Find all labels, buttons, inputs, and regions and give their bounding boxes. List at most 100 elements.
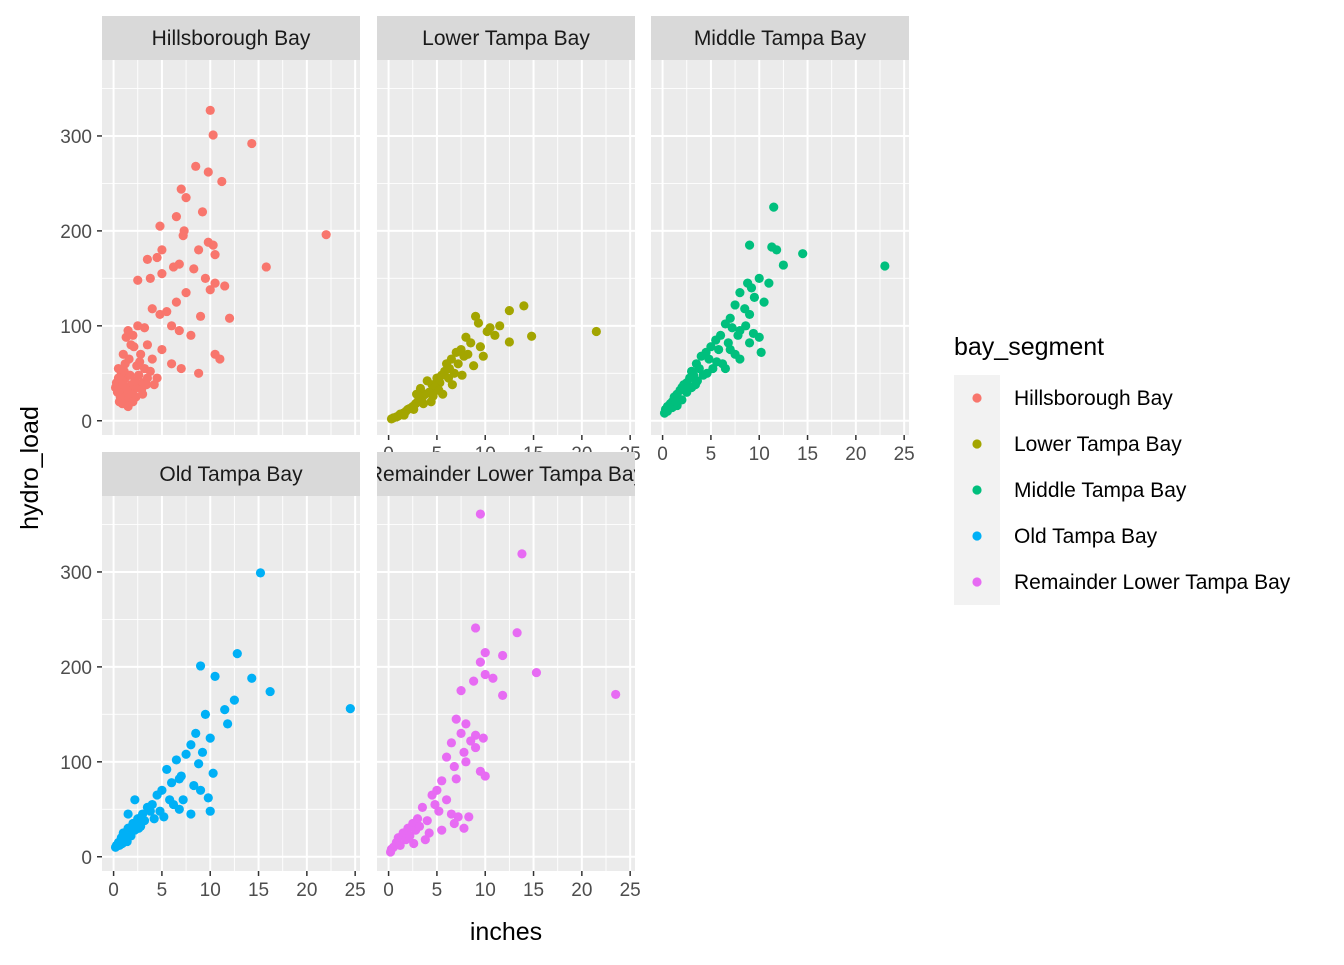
panel-background <box>377 60 635 435</box>
data-point <box>141 380 152 390</box>
data-point <box>123 401 133 412</box>
data-point <box>133 321 143 331</box>
data-point <box>456 686 466 696</box>
data-point <box>440 366 450 376</box>
data-point <box>220 705 230 715</box>
data-point <box>155 221 165 231</box>
legend-entries: Hillsborough Bay Lower Tampa Bay Middle Ta… <box>972 387 1291 594</box>
data-point <box>205 806 215 816</box>
data-point <box>453 359 463 369</box>
data-point <box>412 389 422 399</box>
panel-middle-tampa-bay: Middle Tampa Bay 0 5 10 15 20 25 <box>651 16 915 465</box>
y-axis-title: hydro_load <box>16 406 44 530</box>
data-point <box>194 368 204 378</box>
data-point <box>166 778 177 788</box>
y-tick-label: 0 <box>81 412 92 433</box>
data-point <box>735 287 745 298</box>
data-point <box>261 262 271 272</box>
data-point <box>480 648 490 658</box>
data-point <box>426 397 436 407</box>
data-point <box>427 790 437 800</box>
data-point <box>744 338 755 348</box>
data-point <box>671 397 681 407</box>
x-tick-label: 0 <box>383 880 394 901</box>
facet-strip-label: Middle Tampa Bay <box>694 27 867 50</box>
data-point <box>461 719 471 729</box>
data-point <box>746 283 757 293</box>
data-point <box>735 354 745 364</box>
x-tick-label: 20 <box>845 444 866 465</box>
data-point <box>711 335 721 345</box>
data-point <box>441 752 452 762</box>
data-point <box>712 357 722 367</box>
data-point <box>223 719 233 729</box>
data-point <box>466 736 476 746</box>
data-point <box>470 742 481 753</box>
data-point <box>118 380 128 390</box>
facet-strip <box>377 16 635 60</box>
data-point <box>733 330 743 340</box>
data-point <box>417 802 428 812</box>
data-point <box>136 349 146 359</box>
data-point <box>174 804 184 814</box>
data-point <box>133 275 143 285</box>
data-point <box>459 747 469 757</box>
y-tick-label: 300 <box>60 563 92 584</box>
data-point <box>531 667 542 678</box>
data-point <box>478 733 488 743</box>
data-point <box>229 695 239 705</box>
y-tick-label: 100 <box>60 753 92 774</box>
data-point <box>194 759 204 769</box>
data-point <box>469 361 479 371</box>
data-point <box>247 138 257 149</box>
data-point <box>203 167 213 177</box>
legend-title: bay_segment <box>954 333 1104 361</box>
data-point <box>195 785 206 795</box>
x-tick-label: 5 <box>706 444 717 465</box>
data-point <box>694 363 704 374</box>
data-point <box>754 273 764 283</box>
legend-key-lower-tampa-bay <box>972 439 982 449</box>
data-point <box>420 835 430 845</box>
data-point <box>519 301 529 311</box>
data-point <box>166 321 177 331</box>
data-point <box>478 351 488 361</box>
x-tick-label: 0 <box>657 444 668 465</box>
data-point <box>210 671 220 681</box>
data-point <box>123 809 133 819</box>
data-point <box>176 184 186 194</box>
data-points <box>110 568 355 852</box>
data-point <box>189 264 199 274</box>
data-point <box>155 309 165 320</box>
data-point <box>255 568 266 578</box>
data-point <box>482 326 492 337</box>
data-point <box>210 278 220 288</box>
data-point <box>203 793 213 803</box>
data-point <box>171 297 182 307</box>
data-point <box>459 823 469 833</box>
data-point <box>145 366 155 376</box>
data-point <box>437 776 447 786</box>
data-point <box>142 340 153 350</box>
y-tick-label: 0 <box>81 848 92 869</box>
x-tick-label: 20 <box>296 880 317 901</box>
x-tick-label: 25 <box>894 444 915 465</box>
data-point <box>730 300 740 310</box>
data-point <box>422 816 432 826</box>
data-point <box>704 354 714 364</box>
data-point <box>147 304 157 314</box>
data-point <box>517 549 527 559</box>
data-point <box>157 269 167 279</box>
facet-strip-label: Hillsborough Bay <box>152 27 311 50</box>
data-point <box>475 509 485 519</box>
data-point <box>422 376 432 386</box>
data-point <box>224 313 235 323</box>
data-point <box>504 337 514 347</box>
data-point <box>451 774 461 784</box>
data-point <box>129 342 139 352</box>
data-point <box>798 249 808 259</box>
data-point <box>217 176 227 187</box>
facet-strip-label: Old Tampa Bay <box>159 463 303 486</box>
